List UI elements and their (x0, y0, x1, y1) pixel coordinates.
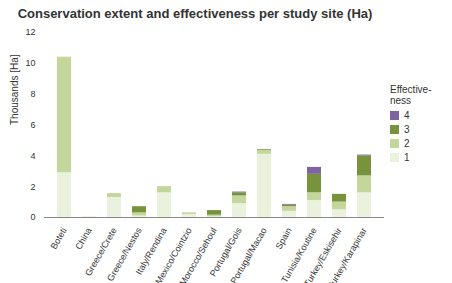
html-text:Effective-ness: Effective-ness (390, 84, 432, 106)
svg-text:8: 8 (30, 89, 35, 99)
svg-text:Greece/Nestos: Greece/Nestos (105, 225, 144, 283)
html-text:Conservation extent and effect: Conservation extent and effectiveness pe… (17, 6, 373, 21)
svg-text:Portugal/Macao: Portugal/Macao (229, 226, 269, 283)
html-text:4: 4 (404, 110, 410, 121)
svg-text:Greece/Crete: Greece/Crete (83, 225, 119, 278)
html-text:1: 1 (404, 152, 410, 163)
svg-text:Italy/Rendina: Italy/Rendina (133, 225, 169, 277)
svg-text:4: 4 (30, 151, 35, 161)
svg-text:China: China (73, 226, 93, 251)
svg-text:10: 10 (25, 58, 35, 68)
svg-text:Thousands [Ha]: Thousands [Ha] (9, 54, 20, 125)
svg-text:2: 2 (30, 182, 35, 192)
svg-text:Portugal/Gois: Portugal/Gois (207, 225, 244, 279)
svg-text:Spain: Spain (274, 226, 294, 251)
svg-text:0: 0 (30, 212, 35, 222)
svg-text:Boteti: Boteti (49, 226, 69, 251)
html-text:3: 3 (404, 124, 410, 135)
html-text:2: 2 (404, 138, 410, 149)
svg-text:Turkey/Karapinar: Turkey/Karapinar (326, 226, 369, 283)
svg-text:6: 6 (30, 120, 35, 130)
svg-text:12: 12 (25, 27, 35, 37)
